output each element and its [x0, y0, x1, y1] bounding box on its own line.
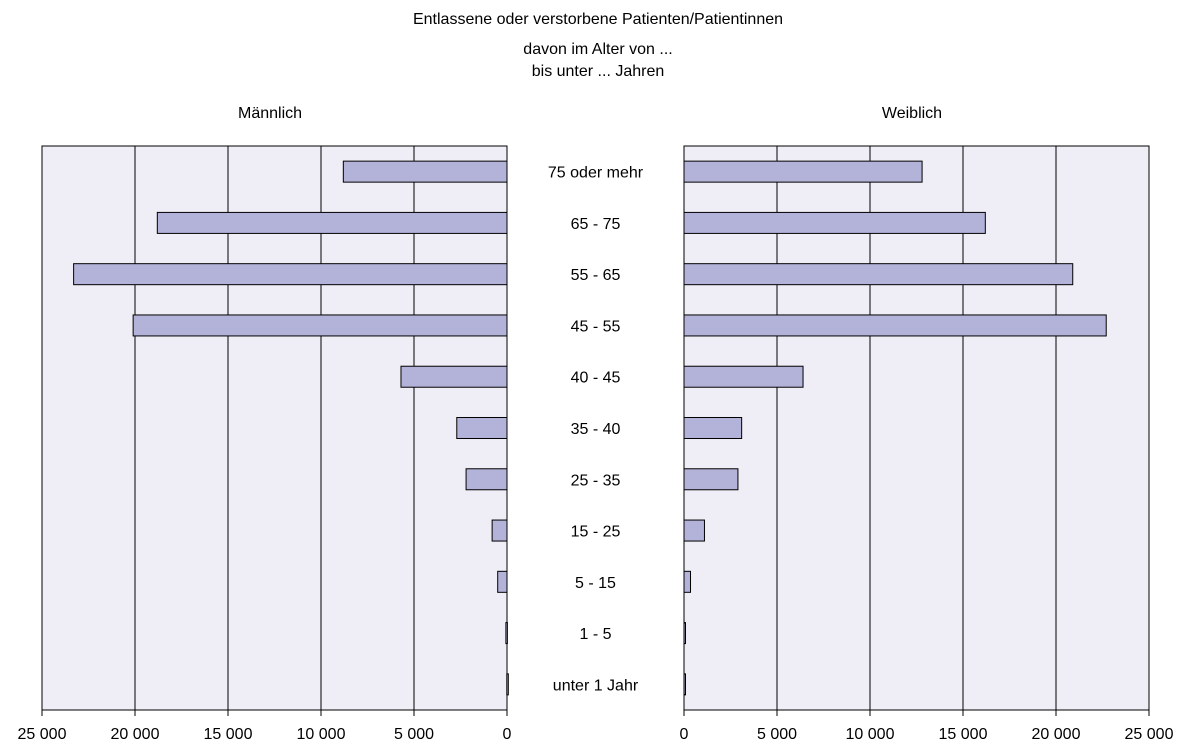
- age-group-label: 25 - 35: [571, 472, 621, 489]
- male-tick-label: 5 000: [394, 726, 434, 743]
- female-bar: [683, 365, 804, 388]
- female-bar: [683, 160, 923, 183]
- female-bar: [683, 417, 743, 439]
- chart-subtitle-line2: bis unter ... Jahren: [532, 63, 665, 80]
- male-plot-background: [41, 145, 508, 711]
- age-group-label: 75 oder mehr: [548, 165, 644, 182]
- male-bar: [400, 365, 508, 388]
- chart-title: Entlassene oder verstorbene Patienten/Pa…: [413, 11, 783, 28]
- female-tick-label: 5 000: [757, 726, 797, 743]
- male-bar: [156, 211, 508, 234]
- male-bar: [132, 314, 508, 337]
- male-tick-label: 20 000: [111, 726, 160, 743]
- male-tick-label: 25 000: [18, 726, 67, 743]
- male-bar: [505, 622, 508, 645]
- female-bar: [683, 519, 705, 542]
- male-tick-label: 0: [503, 726, 512, 743]
- male-bar: [491, 519, 508, 542]
- male-bar: [73, 263, 508, 286]
- chart-subtitle-line1: davon im Alter von ...: [523, 41, 672, 58]
- female-bar: [683, 314, 1107, 337]
- female-bar: [683, 211, 986, 234]
- male-bar: [456, 417, 508, 439]
- female-tick-label: 15 000: [939, 726, 988, 743]
- female-bar: [683, 673, 686, 696]
- age-group-label: 5 - 15: [575, 575, 616, 592]
- female-tick-label: 20 000: [1032, 726, 1081, 743]
- age-group-label: 35 - 40: [571, 421, 621, 438]
- female-bar: [683, 570, 692, 593]
- age-group-label: 40 - 45: [571, 370, 621, 387]
- female-bar: [683, 263, 1074, 286]
- age-group-labels: 75 oder mehr 65 - 75 55 - 65 45 - 55 40 - 45…: [548, 165, 644, 695]
- age-group-label: 15 - 25: [571, 524, 621, 541]
- female-plot-area: 25 000 20 000 15 000 10 000 5 000 0: [680, 145, 1174, 743]
- age-group-label: 65 - 75: [571, 216, 621, 233]
- male-tick-label: 15 000: [204, 726, 253, 743]
- female-tick-label: 25 000: [1125, 726, 1174, 743]
- female-plot-background: [683, 145, 1150, 711]
- male-bar: [506, 673, 509, 696]
- female-panel-title: Weiblich: [882, 105, 942, 122]
- female-bar: [683, 468, 739, 491]
- female-bar: [683, 622, 686, 645]
- age-group-label: 45 - 55: [571, 318, 621, 335]
- male-bar: [465, 468, 508, 491]
- male-bar: [342, 160, 508, 183]
- female-tick-label: 0: [680, 726, 689, 743]
- male-tick-label: 10 000: [297, 726, 346, 743]
- age-group-label: 55 - 65: [571, 267, 621, 284]
- age-group-label: unter 1 Jahr: [553, 677, 639, 694]
- male-panel-title: Männlich: [238, 105, 302, 122]
- male-plot-area: 25 000 20 000 15 000 10 000 5 000 0: [18, 145, 512, 743]
- female-tick-label: 10 000: [846, 726, 895, 743]
- age-group-label: 1 - 5: [579, 626, 611, 643]
- male-bar: [497, 570, 508, 593]
